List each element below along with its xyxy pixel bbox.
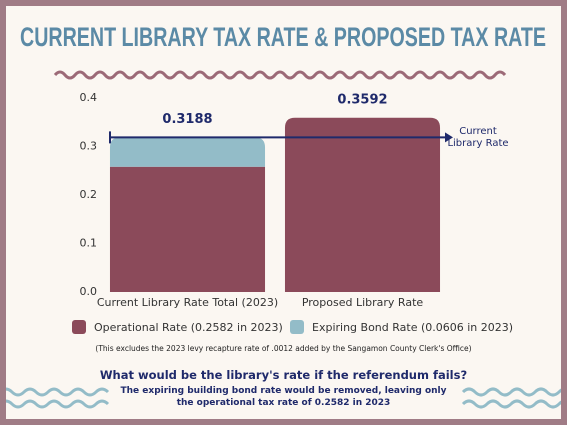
chart-title: CURRENT LIBRARY TAX RATE & PROPOSED TAX … — [20, 22, 546, 52]
wave-divider — [53, 70, 507, 80]
y-tick-label: 0.2 — [80, 188, 98, 201]
x-tick-label: Current Library Rate Total (2023) — [97, 296, 278, 309]
bar-segment — [284, 117, 441, 293]
bar-segment — [109, 137, 266, 167]
question: What would be the library's rate if the … — [99, 368, 468, 382]
legend-swatch — [290, 320, 304, 334]
bar-segment — [109, 166, 266, 292]
y-tick-label: 0.1 — [80, 237, 98, 250]
note: (This excludes the 2023 levy recapture r… — [95, 344, 472, 353]
annotation: Current Library Rate — [447, 126, 509, 149]
total-label: 0.3188 — [162, 112, 212, 127]
y-tick-label: 0.3 — [80, 140, 98, 153]
answer: The expiring building bond rate would be… — [120, 386, 447, 408]
y-tick-label: 0.4 — [80, 91, 98, 104]
total-label: 0.3592 — [337, 92, 387, 107]
wave-decoration — [6, 387, 561, 409]
reference-arrow — [445, 132, 453, 143]
legend-swatch — [72, 320, 86, 334]
legend-label: Operational Rate (0.2582 in 2023) — [94, 321, 283, 334]
x-tick-label: Proposed Library Rate — [302, 296, 424, 309]
y-tick-label: 0.0 — [80, 285, 98, 298]
legend-label: Expiring Bond Rate (0.0606 in 2023) — [312, 321, 513, 334]
